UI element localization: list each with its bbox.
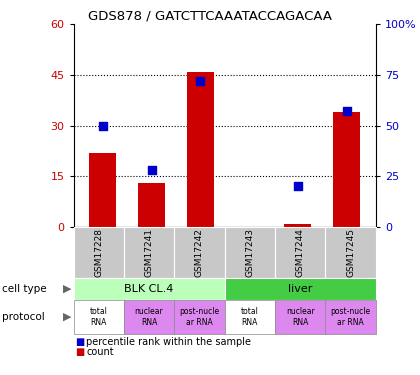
Text: GSM17243: GSM17243 [245,228,255,277]
Point [343,108,350,114]
Text: nuclear
RNA: nuclear RNA [135,307,163,327]
Text: cell type: cell type [2,284,47,294]
Text: ▶: ▶ [63,284,71,294]
Bar [333,112,360,227]
Text: protocol: protocol [2,312,45,322]
Text: ▶: ▶ [63,312,71,322]
Text: GSM17245: GSM17245 [346,228,355,277]
Text: count: count [86,347,114,357]
Text: post-nucle
ar RNA: post-nucle ar RNA [179,307,220,327]
Point [294,183,301,189]
Text: ■: ■ [76,347,85,357]
Point [148,167,155,173]
Bar [284,224,311,227]
Text: GSM17241: GSM17241 [144,228,154,277]
Text: percentile rank within the sample: percentile rank within the sample [86,337,251,347]
Bar [138,183,165,227]
Text: GSM17228: GSM17228 [94,228,103,277]
Text: liver: liver [288,284,312,294]
Text: total
RNA: total RNA [241,307,259,327]
Point [197,78,204,84]
Text: BLK CL.4: BLK CL.4 [124,284,174,294]
Text: GSM17242: GSM17242 [195,228,204,277]
Text: post-nucle
ar RNA: post-nucle ar RNA [331,307,371,327]
Text: GDS878 / GATCTTCAAATACCAGACAA: GDS878 / GATCTTCAAATACCAGACAA [88,9,332,22]
Bar [89,153,116,227]
Text: GSM17244: GSM17244 [296,228,305,277]
Text: ■: ■ [76,337,85,347]
Bar [187,72,214,227]
Text: total
RNA: total RNA [90,307,108,327]
Point [100,123,106,129]
Text: nuclear
RNA: nuclear RNA [286,307,315,327]
